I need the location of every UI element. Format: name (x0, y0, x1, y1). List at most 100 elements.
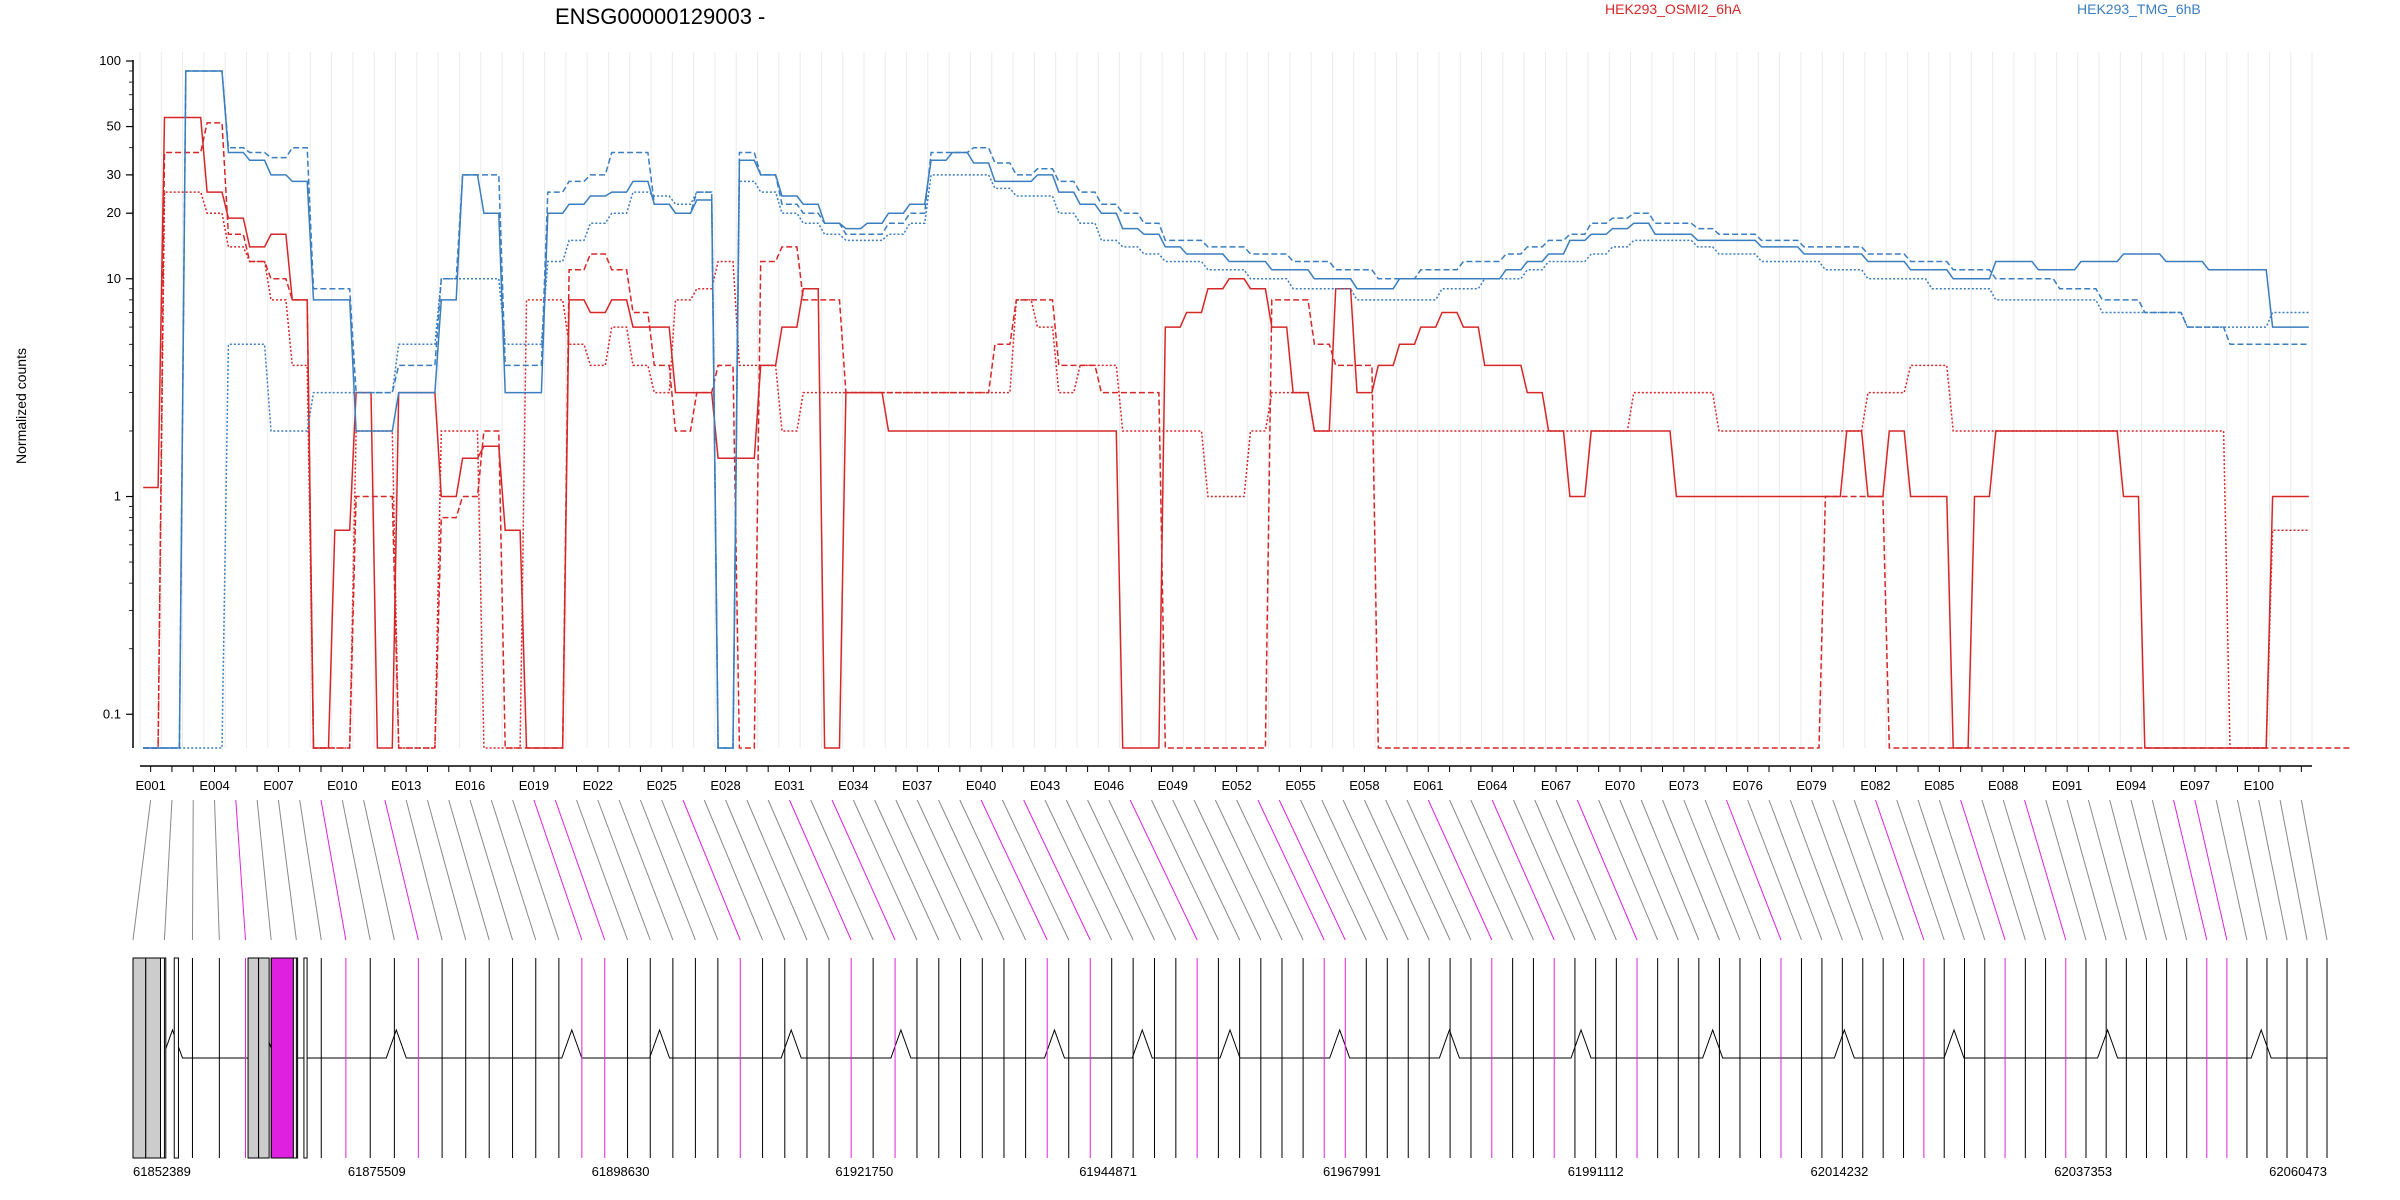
exon-connector (1725, 799, 1782, 941)
x-tick-label: E016 (455, 778, 485, 793)
exon-connector (639, 799, 696, 941)
exon-connector (214, 799, 220, 941)
exon-connector (1747, 799, 1802, 941)
x-tick-label: E001 (135, 778, 165, 793)
y-axis: 0.1 1 10 20 30 50 100 (99, 53, 134, 748)
exon-connector (132, 799, 152, 941)
exon-connector (1683, 799, 1741, 941)
exon-connector (1065, 799, 1134, 941)
exon-connector (2173, 799, 2208, 941)
x-tick-label: E088 (1988, 778, 2018, 793)
exon-connector (320, 799, 347, 941)
x-tick-label: E085 (1924, 778, 1954, 793)
exon-connector (1811, 799, 1864, 941)
exon-connector (1001, 799, 1070, 941)
x-tick-label: E007 (263, 778, 293, 793)
exon-connector (490, 799, 537, 941)
exon-connector (1023, 799, 1091, 941)
exon-connector (1193, 799, 1262, 941)
legend-entry-osmi: HEK293_OSMI2_6hA (1605, 1, 1742, 17)
genomic-tick-label: 61944871 (1079, 1164, 1137, 1179)
x-tick-label: E052 (1221, 778, 1251, 793)
exon-connector (789, 799, 852, 941)
exon-connector (1960, 799, 2006, 941)
exon-connector (2300, 799, 2328, 941)
grid-layer (139, 52, 2313, 748)
exon-connector (2087, 799, 2127, 941)
exon-connector (1491, 799, 1555, 941)
exon-connector (1513, 799, 1576, 941)
series-line-tmg-solid (143, 70, 2309, 749)
x-tick-label: E040 (966, 778, 996, 793)
exon-connector (2045, 799, 2087, 941)
exon-connector (2258, 799, 2288, 941)
transcript-exon (132, 957, 147, 1159)
exon-connector (874, 799, 940, 941)
exon-connector (1874, 799, 1925, 941)
x-tick-label: E031 (774, 778, 804, 793)
exon-connector (725, 799, 786, 941)
exon-connector (1214, 799, 1283, 941)
y-tick-label: 30 (107, 167, 121, 182)
x-tick-label: E061 (1413, 778, 1443, 793)
exon-connector (1917, 799, 1965, 941)
transcript-exon (303, 957, 308, 1159)
exon-connector (256, 799, 272, 941)
exon-connector (810, 799, 874, 941)
x-tick-label: E079 (1796, 778, 1826, 793)
exon-connector (1151, 799, 1219, 941)
exon-connector (1470, 799, 1534, 941)
exon-connector (1938, 799, 1986, 941)
exon-connector (512, 799, 560, 941)
exon-connector (277, 799, 297, 941)
genomic-tick-label: 61875509 (348, 1164, 406, 1179)
exon-connector (2194, 799, 2228, 941)
exon-connector (1172, 799, 1241, 941)
exon-connector (682, 799, 741, 941)
exon-connector (2066, 799, 2107, 941)
exon-connector (1321, 799, 1388, 941)
y-tick-label: 50 (107, 119, 121, 134)
exon-connector (1257, 799, 1325, 941)
x-tick-label: E094 (2116, 778, 2146, 793)
exon-connector (1853, 799, 1905, 941)
exon-connector (1363, 799, 1430, 941)
x-tick-label: E091 (2052, 778, 2082, 793)
exon-connector (1832, 799, 1884, 941)
transcript-exon (258, 957, 270, 1159)
exon-connector (2109, 799, 2147, 941)
genomic-tick-label: 61921750 (835, 1164, 893, 1179)
transcript-exon (160, 957, 167, 1159)
exon-connector (1896, 799, 1945, 941)
exon-connector (1342, 799, 1409, 941)
series-line-tmg-dashed (143, 70, 2309, 749)
genomic-tick-label: 61852389 (133, 1164, 191, 1179)
exon-connector (1385, 799, 1451, 941)
x-tick-label: E043 (1030, 778, 1060, 793)
exon-connector (746, 799, 808, 941)
exon-connector (2236, 799, 2268, 941)
x-tick-label: E100 (2244, 778, 2274, 793)
exon-connector (1981, 799, 2026, 941)
exon-connector (938, 799, 1005, 941)
x-tick-label: E067 (1541, 778, 1571, 793)
exon-connector (299, 799, 322, 941)
exon-connector (554, 799, 606, 941)
exon-connector (1768, 799, 1823, 941)
exon-connector (405, 799, 443, 941)
exon-connector (1619, 799, 1679, 941)
x-tick-label: E013 (391, 778, 421, 793)
series-line-osmi-dashed (143, 122, 2352, 749)
exon-connector (916, 799, 983, 941)
exon-connector (661, 799, 719, 941)
exon-connector (448, 799, 490, 941)
exon-connector (895, 799, 962, 941)
transcript-exon (145, 957, 162, 1159)
exon-connector (831, 799, 896, 941)
x-tick-label: E022 (583, 778, 613, 793)
exon-connector (1576, 799, 1638, 941)
exon-connector (363, 799, 395, 941)
exon-connector (341, 799, 371, 941)
exon-connector (191, 799, 194, 941)
